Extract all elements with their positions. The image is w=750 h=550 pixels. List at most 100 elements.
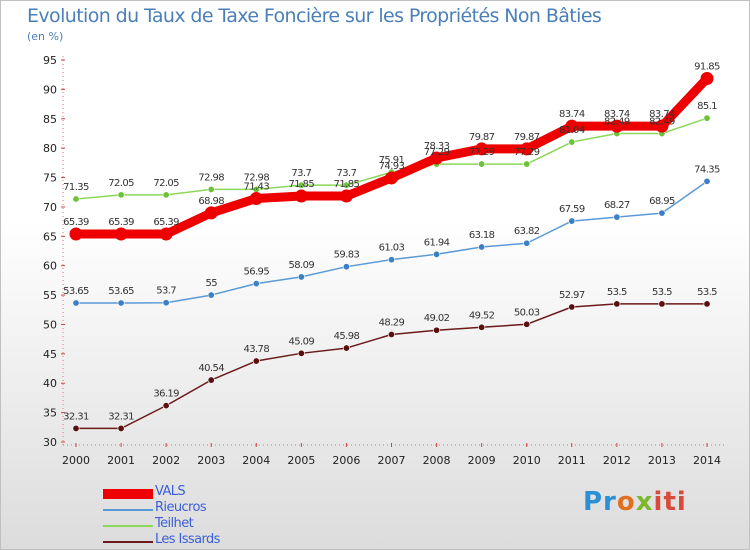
data-point bbox=[613, 213, 621, 221]
legend-label: Teilhet bbox=[155, 516, 194, 531]
chart-title: Evolution du Taux de Taxe Foncière sur l… bbox=[27, 5, 602, 27]
data-point bbox=[700, 72, 714, 86]
data-point bbox=[703, 114, 711, 122]
data-point bbox=[433, 326, 441, 334]
x-tick-label: 2010 bbox=[513, 454, 541, 467]
x-tick-label: 2000 bbox=[62, 454, 90, 467]
data-label: 77.29 bbox=[424, 147, 450, 158]
legend: VALS Rieucros Teilhet Les Issards bbox=[103, 484, 303, 549]
data-label: 68.27 bbox=[604, 200, 630, 211]
data-point bbox=[69, 227, 83, 241]
data-label: 49.02 bbox=[424, 313, 450, 324]
data-label: 61.03 bbox=[379, 243, 405, 254]
data-point bbox=[655, 119, 669, 133]
data-label: 83.74 bbox=[559, 109, 585, 120]
data-label: 48.29 bbox=[379, 318, 405, 329]
data-point bbox=[610, 119, 624, 133]
data-point bbox=[565, 119, 579, 133]
legend-item-rieucros: Rieucros bbox=[103, 500, 303, 517]
data-label: 56.95 bbox=[243, 267, 269, 278]
data-point bbox=[342, 263, 350, 271]
data-point bbox=[523, 160, 531, 168]
x-tick-label: 2012 bbox=[603, 454, 631, 467]
data-point bbox=[613, 300, 621, 308]
data-label: 43.78 bbox=[243, 344, 269, 355]
legend-label: VALS bbox=[155, 484, 186, 499]
y-tick-label: 60 bbox=[43, 260, 57, 273]
data-label: 58.09 bbox=[289, 260, 315, 271]
data-label: 36.19 bbox=[153, 389, 179, 400]
data-label: 61.94 bbox=[424, 237, 450, 248]
legend-label: Les Issards bbox=[155, 532, 220, 547]
data-point bbox=[703, 177, 711, 185]
x-tick-label: 2005 bbox=[287, 454, 315, 467]
legend-item-teilhet: Teilhet bbox=[103, 516, 303, 533]
data-label: 32.31 bbox=[63, 411, 89, 422]
y-tick-label: 40 bbox=[43, 377, 57, 390]
data-point bbox=[478, 160, 486, 168]
y-tick-label: 80 bbox=[43, 142, 57, 155]
data-label: 82.49 bbox=[604, 117, 630, 128]
data-point bbox=[117, 191, 125, 199]
data-point bbox=[114, 227, 128, 241]
data-point bbox=[568, 138, 576, 146]
data-label: 45.98 bbox=[334, 331, 360, 342]
axes: 30 35 40 45 50 55 60 65 70 75 80 85 90 95 2000 2001 2002… bbox=[43, 54, 725, 467]
data-label: 72.05 bbox=[108, 178, 134, 189]
data-label: 77.29 bbox=[469, 147, 495, 158]
data-label: 65.39 bbox=[63, 217, 89, 228]
legend-swatch bbox=[103, 509, 153, 511]
data-label: 73.7 bbox=[291, 168, 311, 179]
data-point bbox=[387, 256, 395, 264]
data-label: 83.74 bbox=[649, 109, 675, 120]
x-tick-label: 2013 bbox=[648, 454, 676, 467]
legend-swatch bbox=[103, 489, 153, 499]
x-tick-label: 2009 bbox=[468, 454, 496, 467]
data-label: 73.7 bbox=[336, 168, 356, 179]
proxiti-logo: Proxiti bbox=[583, 487, 687, 517]
x-tick-label: 2007 bbox=[378, 454, 406, 467]
data-point bbox=[249, 192, 263, 206]
data-point bbox=[342, 344, 350, 352]
data-point bbox=[207, 291, 215, 299]
y-tick-label: 70 bbox=[43, 201, 57, 214]
data-point bbox=[117, 299, 125, 307]
data-point bbox=[658, 209, 666, 217]
data-point bbox=[297, 349, 305, 357]
data-label: 50.03 bbox=[514, 307, 540, 318]
data-point bbox=[159, 227, 173, 241]
data-point bbox=[568, 217, 576, 225]
data-label: 71.43 bbox=[243, 182, 269, 193]
x-tick-label: 2008 bbox=[423, 454, 451, 467]
data-point bbox=[294, 189, 308, 203]
data-label: 65.39 bbox=[153, 217, 179, 228]
data-label: 49.52 bbox=[469, 310, 495, 321]
data-point bbox=[478, 243, 486, 251]
data-point bbox=[72, 424, 80, 432]
data-label: 71.85 bbox=[334, 179, 360, 190]
x-tick-label: 2014 bbox=[693, 454, 721, 467]
y-tick-label: 90 bbox=[43, 83, 57, 96]
data-label: 79.87 bbox=[514, 132, 540, 143]
data-point bbox=[523, 320, 531, 328]
data-label: 53.5 bbox=[697, 287, 717, 298]
data-point bbox=[162, 299, 170, 307]
data-label: 78.33 bbox=[424, 141, 450, 152]
legend-swatch bbox=[103, 525, 153, 527]
data-label: 72.98 bbox=[243, 172, 269, 183]
legend-item-vals: VALS bbox=[103, 484, 303, 501]
data-label: 63.82 bbox=[514, 226, 540, 237]
data-point bbox=[478, 323, 486, 331]
data-label: 83.74 bbox=[604, 109, 630, 120]
data-point bbox=[207, 376, 215, 384]
data-point bbox=[72, 299, 80, 307]
data-point bbox=[520, 142, 534, 156]
chart-subtitle: (en %) bbox=[27, 30, 64, 43]
data-point bbox=[703, 300, 711, 308]
data-label: 79.87 bbox=[469, 132, 495, 143]
data-label: 67.59 bbox=[559, 204, 585, 215]
data-label: 77.29 bbox=[514, 147, 540, 158]
data-point bbox=[162, 191, 170, 199]
data-point bbox=[117, 424, 125, 432]
data-label: 45.09 bbox=[289, 336, 315, 347]
